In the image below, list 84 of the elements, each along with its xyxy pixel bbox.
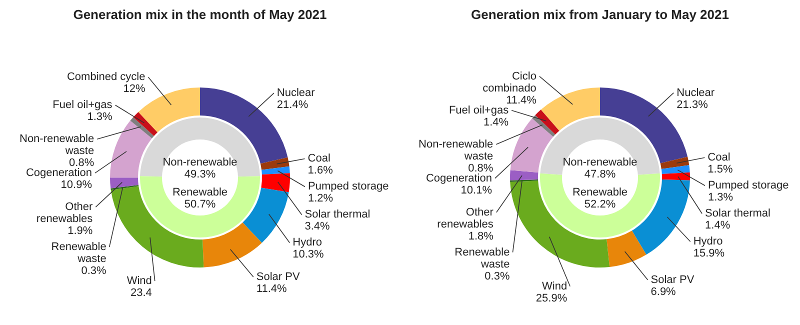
- slice-label: Non-renewable: [562, 156, 638, 168]
- data-label: 49.3%: [184, 168, 216, 180]
- slice-label: Coal: [308, 152, 330, 165]
- chart-title: Generation mix in the month of May 2021: [73, 7, 327, 22]
- slice-label: Hydro: [292, 236, 322, 249]
- data-label: 47.8%: [584, 168, 616, 180]
- donut-slice: [510, 179, 538, 182]
- slice-label: Solar thermal: [304, 208, 370, 221]
- data-label: 1.9%: [68, 225, 93, 238]
- slice-label: Cogeneration: [426, 172, 492, 184]
- data-label: 0.8%: [468, 162, 494, 174]
- slice-label: Pumped storage: [708, 180, 789, 192]
- data-label: 1.3%: [708, 192, 734, 204]
- slice-label: Coal: [708, 152, 730, 164]
- donut-slice: [202, 222, 262, 268]
- donut-slice: [133, 112, 158, 136]
- slice-label: Renewable: [572, 186, 628, 198]
- slice-label: Ciclo combinado: [482, 70, 536, 94]
- slice-label: Wind: [542, 280, 568, 292]
- slice-label: Nuclear: [676, 86, 715, 99]
- donut-slice: [130, 117, 154, 138]
- slice-label: Cogeneration: [26, 167, 92, 180]
- data-label: 0.8%: [69, 157, 94, 170]
- data-label: 52.2%: [584, 198, 616, 210]
- donut-slice: [242, 188, 289, 243]
- slice-label: Solar PV: [650, 274, 695, 286]
- slice-label: Fuel oil+gas: [448, 104, 510, 116]
- data-label: 10.9%: [60, 179, 92, 192]
- data-label: 15.9%: [693, 248, 725, 260]
- data-label: 50.7%: [184, 198, 216, 210]
- slice-label: Pumped storage: [308, 180, 389, 193]
- data-label: 25.9%: [536, 292, 568, 304]
- data-label: 1.5%: [708, 164, 733, 176]
- chart-title: Generation mix from January to May 2021: [471, 7, 729, 22]
- donut-slice: [606, 230, 646, 267]
- slice-label: Renewable waste: [51, 241, 106, 266]
- donut-slice: [140, 118, 260, 177]
- data-label: 0.3%: [81, 265, 107, 278]
- donut-slice: [535, 110, 560, 134]
- slice-label: Solar PV: [256, 271, 300, 283]
- donut-slice: [540, 88, 600, 131]
- donut-slice: [660, 156, 690, 169]
- data-label: 12%: [123, 83, 146, 96]
- data-label: 0.3%: [484, 270, 510, 282]
- donut-slice: [140, 176, 260, 238]
- data-label: 3.4%: [304, 220, 330, 233]
- slice-label: Renewable waste: [454, 246, 510, 270]
- slice-label: Non-renewable waste: [418, 138, 494, 162]
- donut-slice: [262, 166, 290, 174]
- slice-label: Nuclear: [276, 87, 316, 100]
- data-label: 21.3%: [676, 98, 708, 111]
- data-label: 1.4%: [705, 220, 730, 232]
- data-label: 1.2%: [308, 192, 334, 205]
- data-label: 10.1%: [460, 184, 492, 196]
- donut-slice: [532, 115, 556, 137]
- donut-slice: [632, 179, 690, 255]
- data-label: 1.3%: [87, 111, 113, 124]
- slice-label: Other renewables: [36, 201, 94, 226]
- slice-label: Wind: [126, 275, 152, 288]
- donut-slice: [661, 165, 690, 174]
- data-label: 1.6%: [308, 164, 334, 177]
- data-label: 11.4%: [256, 283, 288, 295]
- data-label: 1.8%: [468, 230, 494, 242]
- slice-label: Combined cycle: [66, 71, 146, 84]
- data-label: 1.4%: [484, 116, 509, 128]
- slice-label: Renewable: [172, 186, 228, 198]
- data-label: 11.4%: [506, 94, 537, 106]
- donut-slice: [510, 170, 538, 180]
- data-label: 6.9%: [650, 286, 676, 298]
- data-label: 21.4%: [276, 99, 308, 112]
- donut-slice: [260, 157, 290, 170]
- donut-slice: [662, 172, 690, 180]
- donut-slice: [110, 120, 152, 178]
- slice-label: Hydro: [693, 236, 723, 248]
- slice-label: Non-renewable: [162, 156, 238, 168]
- donut-slice: [110, 178, 138, 188]
- donut-slice: [261, 173, 290, 192]
- data-label: 23.4: [130, 287, 152, 300]
- slice-label: Non-renewable waste: [19, 133, 94, 158]
- slice-label: Solar thermal: [705, 208, 770, 220]
- slice-label: Fuel oil+gas: [52, 99, 113, 112]
- data-label: 10.3%: [292, 248, 324, 261]
- donut-slice: [510, 118, 554, 172]
- slice-label: Other renewables: [437, 206, 494, 230]
